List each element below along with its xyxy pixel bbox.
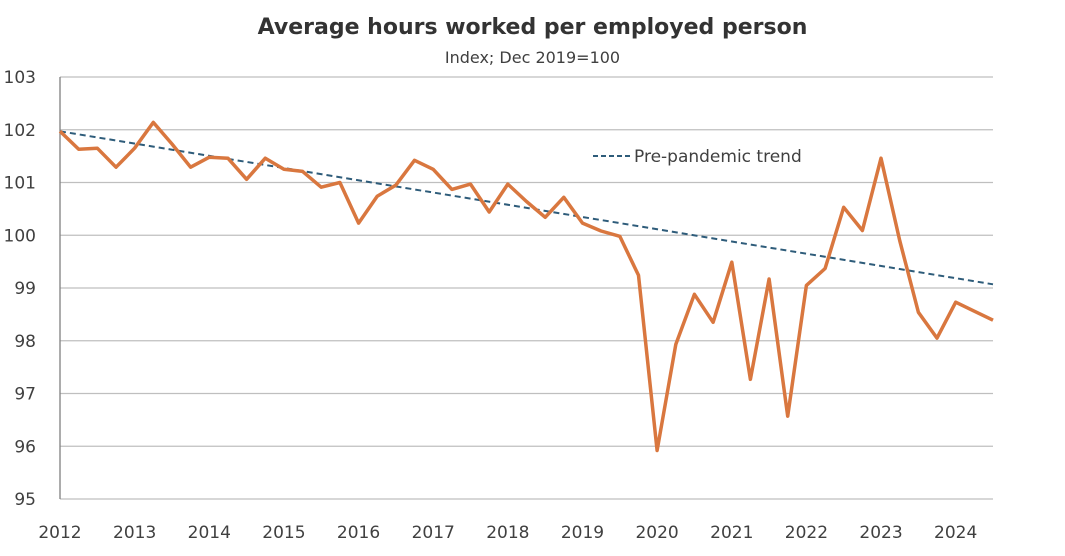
y-tick-label: 103 bbox=[4, 68, 36, 88]
hours-worked-line bbox=[58, 120, 994, 453]
x-tick-label: 2022 bbox=[785, 523, 828, 543]
chart-title: Average hours worked per employed person bbox=[257, 15, 808, 40]
x-tick-label: 2015 bbox=[262, 523, 305, 543]
trend-line bbox=[59, 130, 994, 286]
legend-label-trend: Pre-pandemic trend bbox=[634, 147, 802, 167]
y-tick-label: 101 bbox=[4, 174, 36, 194]
x-tick-label: 2023 bbox=[859, 523, 902, 543]
x-tick-label: 2024 bbox=[934, 523, 977, 543]
y-tick-label: 99 bbox=[14, 279, 36, 299]
chart-subtitle: Index; Dec 2019=100 bbox=[444, 48, 621, 67]
y-tick-label: 96 bbox=[14, 437, 36, 457]
x-tick-label: 2012 bbox=[38, 523, 81, 543]
y-tick-label: 97 bbox=[14, 385, 36, 405]
y-tick-label: 100 bbox=[4, 226, 36, 246]
x-tick-label: 2019 bbox=[561, 523, 604, 543]
x-tick-label: 2016 bbox=[337, 523, 380, 543]
x-tick-label: 2020 bbox=[635, 523, 678, 543]
y-tick-label: 95 bbox=[14, 490, 36, 510]
x-tick-label: 2018 bbox=[486, 523, 529, 543]
x-tick-label: 2013 bbox=[113, 523, 156, 543]
y-tick-label: 98 bbox=[14, 332, 36, 352]
x-tick-label: 2014 bbox=[188, 523, 231, 543]
x-tick-label: 2021 bbox=[710, 523, 753, 543]
y-tick-label: 102 bbox=[4, 121, 36, 141]
x-tick-label: 2017 bbox=[412, 523, 455, 543]
